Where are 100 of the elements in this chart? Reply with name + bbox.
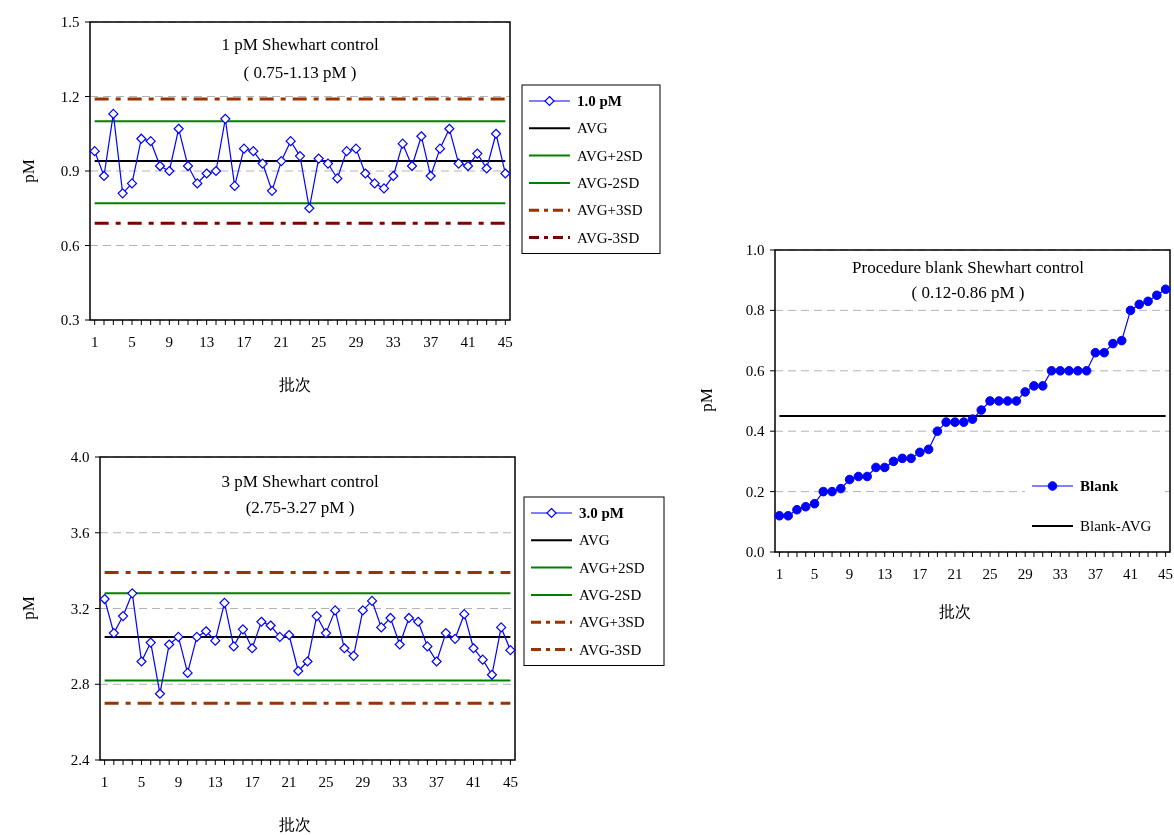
point — [836, 483, 846, 494]
point — [369, 178, 380, 189]
point — [229, 180, 240, 191]
point — [256, 616, 267, 627]
point — [394, 639, 405, 650]
point — [459, 609, 470, 620]
point — [449, 633, 461, 644]
point — [976, 405, 987, 415]
point — [145, 136, 156, 147]
point — [1046, 366, 1057, 376]
point — [431, 656, 442, 667]
point — [871, 462, 881, 473]
point — [164, 639, 175, 650]
point — [403, 612, 415, 624]
y-tick-label: 0.6 — [745, 362, 765, 379]
legend-label: AVG+2SD — [577, 147, 643, 164]
point — [958, 417, 969, 427]
x-tick-label: 45 — [497, 334, 513, 350]
x-tick-label: 5 — [128, 334, 136, 350]
point — [941, 417, 951, 427]
y-axis-title: pM — [697, 388, 716, 412]
point — [350, 143, 362, 154]
point — [809, 498, 820, 509]
point — [294, 151, 306, 162]
point — [182, 667, 193, 678]
point — [1011, 396, 1022, 406]
text: ( 0.75-1.13 pM ) — [243, 63, 357, 82]
legend-label: AVG+3SD — [577, 202, 643, 219]
point — [490, 128, 502, 139]
point — [879, 462, 890, 473]
point — [1081, 366, 1092, 376]
y-tick-label: 1.2 — [60, 88, 80, 105]
y-tick-label: 3.6 — [70, 524, 90, 541]
point — [360, 168, 371, 179]
point — [200, 626, 212, 637]
y-tick-label: 0.9 — [60, 163, 80, 179]
point — [434, 143, 446, 154]
x-tick-label: 33 — [385, 334, 401, 350]
point — [285, 136, 296, 147]
point — [366, 595, 378, 607]
point — [266, 185, 278, 196]
point — [330, 605, 341, 616]
legend-label: 1.0 pM — [577, 93, 622, 109]
point — [320, 628, 332, 639]
legend-label: AVG-3SD — [577, 229, 640, 246]
x-tick-label: 45 — [502, 774, 518, 790]
legend-label: 3.0 pM — [579, 505, 624, 521]
x-tick-label: 21 — [273, 334, 289, 350]
point — [283, 629, 295, 641]
x-axis-title: 批次 — [939, 603, 971, 620]
legend-label: Blank — [1080, 478, 1120, 494]
point — [173, 631, 184, 643]
point — [425, 170, 436, 182]
point — [127, 588, 138, 599]
point — [238, 143, 250, 154]
point — [440, 628, 451, 639]
point — [397, 138, 408, 149]
x-tick-label: 5 — [810, 566, 819, 582]
x-tick-label: 45 — [1158, 566, 1174, 582]
x-tick-label: 1 — [100, 774, 109, 790]
point — [220, 113, 231, 124]
point — [844, 474, 855, 485]
legend-label: AVG-2SD — [577, 174, 640, 191]
point — [500, 168, 511, 179]
text: 3 pM Shewhart control — [221, 472, 379, 491]
point — [99, 593, 110, 605]
point — [994, 396, 1004, 406]
point — [247, 643, 258, 654]
x-tick-label: 9 — [165, 334, 174, 350]
point — [219, 597, 230, 608]
y-axis-title: pM — [19, 159, 38, 183]
point — [800, 501, 811, 512]
point — [126, 178, 138, 189]
x-tick-label: 25 — [982, 566, 998, 582]
y-tick-label: 0.8 — [745, 302, 765, 319]
point — [302, 656, 313, 667]
point — [257, 158, 268, 169]
point — [378, 183, 390, 194]
point — [265, 620, 276, 631]
point — [923, 444, 934, 455]
point — [108, 108, 119, 119]
point — [413, 616, 424, 627]
point — [897, 453, 908, 464]
x-tick-label: 9 — [845, 566, 854, 582]
point — [1160, 284, 1171, 295]
point — [462, 160, 474, 172]
x-tick-label: 9 — [174, 774, 183, 790]
point — [98, 170, 110, 182]
point — [182, 160, 194, 172]
point — [173, 123, 184, 134]
point — [117, 188, 128, 199]
point — [1099, 347, 1109, 358]
text: 1 pM Shewhart control — [221, 35, 379, 54]
x-tick-label: 21 — [281, 774, 297, 790]
x-tick-label: 17 — [236, 334, 252, 350]
point — [486, 669, 498, 680]
point — [1002, 396, 1013, 406]
x-axis-title: 批次 — [279, 816, 311, 833]
point — [1029, 381, 1039, 391]
point — [496, 622, 507, 633]
